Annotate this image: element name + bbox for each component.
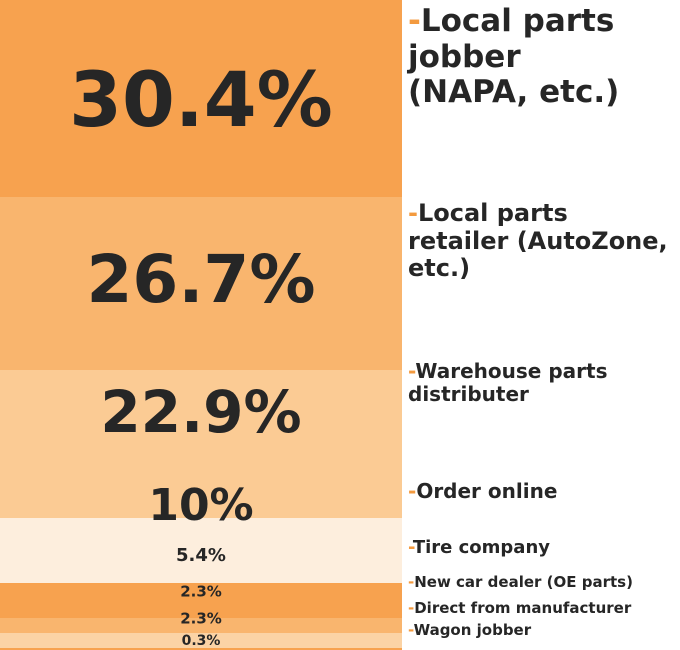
category-label: -New car dealer (OE parts) <box>408 573 633 591</box>
value-label: 30.4% <box>69 55 333 144</box>
category-label: -Warehouse parts distributer <box>408 359 608 406</box>
value-label: 22.9% <box>100 378 302 446</box>
segment <box>0 633 402 649</box>
segment <box>0 618 402 634</box>
segment <box>0 518 402 584</box>
category-label: -Wagon jobber <box>408 621 532 639</box>
category-label: -Local parts retailer (AutoZone, etc.) <box>408 199 668 283</box>
value-label: 2.3% <box>180 582 222 601</box>
category-label: -Local parts jobber (NAPA, etc.) <box>408 3 620 111</box>
value-label: 2.3% <box>180 609 222 628</box>
segment <box>0 197 402 371</box>
value-label: 10% <box>148 480 254 531</box>
category-label: -Order online <box>408 479 558 503</box>
category-label: -Tire company <box>408 537 550 558</box>
segment <box>0 0 402 197</box>
value-label: 0.3% <box>181 633 221 649</box>
segment <box>0 370 402 519</box>
segment <box>0 648 402 650</box>
value-label: 26.7% <box>86 241 316 318</box>
value-label: 5.4% <box>176 545 226 566</box>
category-label: -Direct from manufacturer <box>408 599 632 617</box>
segment <box>0 583 402 619</box>
